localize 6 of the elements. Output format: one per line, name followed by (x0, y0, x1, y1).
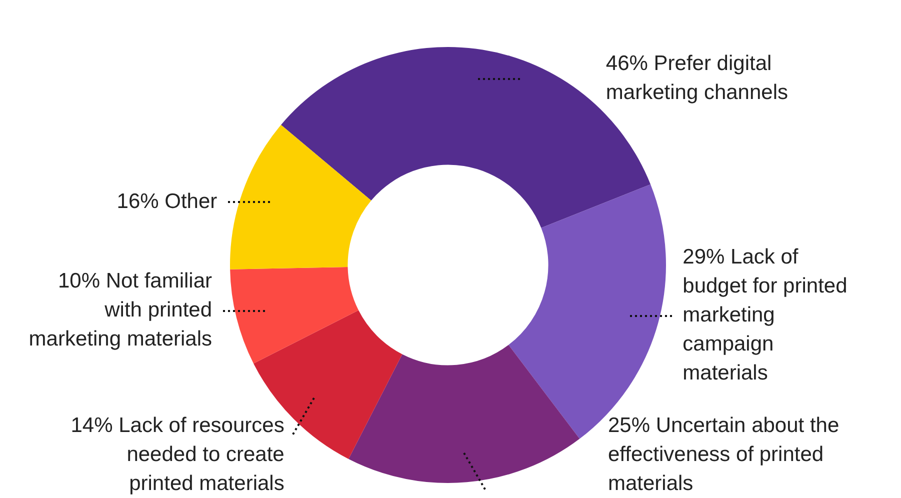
slice-label: 10% Not familiar with printed marketing materials (28, 269, 212, 350)
slice-label: 29% Lack of budget for printed marketing campaign materials (682, 245, 848, 384)
slice-label: 16% Other (116, 190, 218, 214)
slice-label: 25% Uncertain about the effectiveness of printed materials (608, 414, 840, 495)
slice-label: 14% Lack of resources needed to create printed materials (70, 414, 284, 495)
slice-label: 46% Prefer digital marketing channels (606, 52, 788, 104)
